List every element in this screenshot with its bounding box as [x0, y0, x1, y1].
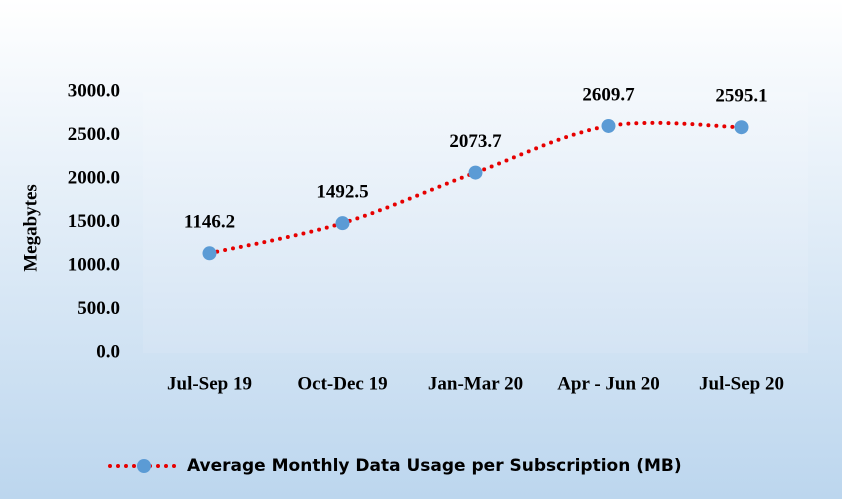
data-label: 1492.5 — [316, 182, 368, 203]
data-point — [601, 118, 616, 133]
y-tick-label: 0.0 — [96, 341, 120, 362]
y-tick-label: 2500.0 — [68, 124, 120, 145]
x-tick-label: Jan-Mar 20 — [428, 373, 523, 394]
y-tick-label: 2000.0 — [68, 167, 120, 188]
data-point — [468, 165, 483, 180]
x-tick-label: Apr - Jun 20 — [557, 373, 660, 394]
y-tick-label: 3000.0 — [68, 80, 120, 101]
y-tick-label: 500.0 — [77, 298, 120, 319]
data-label: 1146.2 — [184, 212, 235, 233]
x-tick-label: Jul-Sep 20 — [699, 373, 784, 394]
y-tick-label: 1000.0 — [68, 254, 120, 275]
x-tick-label: Jul-Sep 19 — [167, 373, 252, 394]
y-tick-label: 1500.0 — [68, 211, 120, 232]
data-point — [335, 216, 350, 231]
legend-marker — [137, 459, 151, 473]
data-point — [734, 120, 749, 135]
data-label: 2609.7 — [582, 84, 635, 105]
x-tick-label: Oct-Dec 19 — [297, 373, 387, 394]
legend-label: Average Monthly Data Usage per Subscript… — [187, 456, 682, 476]
y-axis-label: Megabytes — [20, 184, 41, 272]
data-point — [202, 246, 217, 261]
data-label: 2073.7 — [449, 131, 502, 152]
plot-area — [143, 92, 808, 353]
data-label: 2595.1 — [715, 86, 767, 107]
